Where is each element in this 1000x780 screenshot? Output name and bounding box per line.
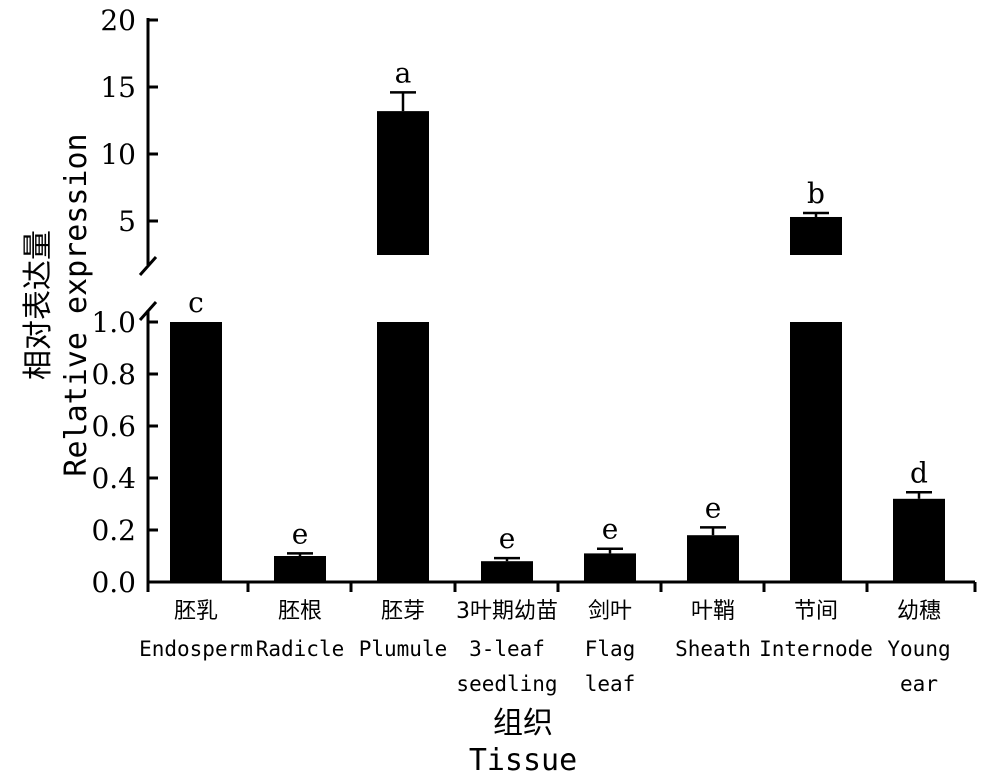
x-tick-label-en: Plumule xyxy=(359,637,448,661)
y-axis-title-zh: 相对表达量 xyxy=(21,230,56,380)
significance-label: e xyxy=(499,522,516,555)
axes xyxy=(138,18,977,592)
x-tick-label-zh: 剑叶 xyxy=(588,599,632,624)
significance-label: b xyxy=(807,177,825,210)
bar xyxy=(893,498,945,582)
y-tick-label: 1.0 xyxy=(91,306,136,339)
significance-label: d xyxy=(910,456,928,489)
x-tick-label-zh: 3叶期幼苗 xyxy=(456,599,558,624)
y-axis-title-en: Relative expression xyxy=(59,133,94,476)
x-tick-label-en: 3-leaf xyxy=(469,637,545,661)
significance-label: c xyxy=(188,286,204,319)
bar xyxy=(790,322,842,582)
x-tick-label-en: Flag xyxy=(585,637,636,661)
y-tick-label: 15 xyxy=(100,71,136,104)
bar xyxy=(274,556,326,582)
x-axis-title-zh: 组织 xyxy=(493,706,553,741)
significance-label: e xyxy=(705,491,722,524)
y-tick-label: 0.6 xyxy=(91,410,136,443)
y-tick-label: 0.2 xyxy=(91,514,136,547)
x-tick-label-zh: 胚乳 xyxy=(174,599,218,624)
significance-label: e xyxy=(292,517,309,550)
bar xyxy=(584,553,636,582)
x-tick-label-en: Radicle xyxy=(256,637,345,661)
y-tick-label: 0.0 xyxy=(91,566,136,599)
x-axis-title-en: Tissue xyxy=(469,743,577,778)
x-tick-label-en: leaf xyxy=(585,672,636,696)
x-tick-label-en: Internode xyxy=(759,637,873,661)
x-tick-label-en: Sheath xyxy=(675,637,751,661)
bar-upper-segment xyxy=(790,216,842,255)
bar xyxy=(170,322,222,582)
bars xyxy=(170,91,945,582)
bar xyxy=(481,561,533,582)
x-tick-label-zh: 叶鞘 xyxy=(691,599,735,624)
y-tick-label: 10 xyxy=(100,138,136,171)
labels: 0.0 0.2 0.4 0.6 0.8 1.0 5 10 15 20 c e a e e e b d 胚乳 Endos… xyxy=(21,4,951,778)
y-tick-label: 20 xyxy=(100,4,136,37)
x-tick-label-zh: 节间 xyxy=(794,599,838,624)
x-tick-label-en: Young xyxy=(887,637,950,661)
y-tick-label: 0.4 xyxy=(91,462,136,495)
y-axis-break-mark xyxy=(138,256,158,276)
y-axis-break-mark xyxy=(138,301,158,321)
x-tick-label-en: seedling xyxy=(456,672,557,696)
bar xyxy=(687,535,739,582)
x-tick-label-zh: 幼穗 xyxy=(897,599,941,624)
x-tick-label-en: Endosperm xyxy=(139,637,253,661)
y-tick-label: 5 xyxy=(118,205,136,238)
bar xyxy=(377,322,429,582)
x-tick-label-en: ear xyxy=(900,672,938,696)
bar-upper-segment xyxy=(377,111,429,256)
significance-label: a xyxy=(395,56,412,89)
x-tick-label-zh: 胚根 xyxy=(278,599,322,624)
y-tick-label: 0.8 xyxy=(91,358,136,391)
significance-label: e xyxy=(602,513,619,546)
x-tick-label-zh: 胚芽 xyxy=(381,599,425,624)
